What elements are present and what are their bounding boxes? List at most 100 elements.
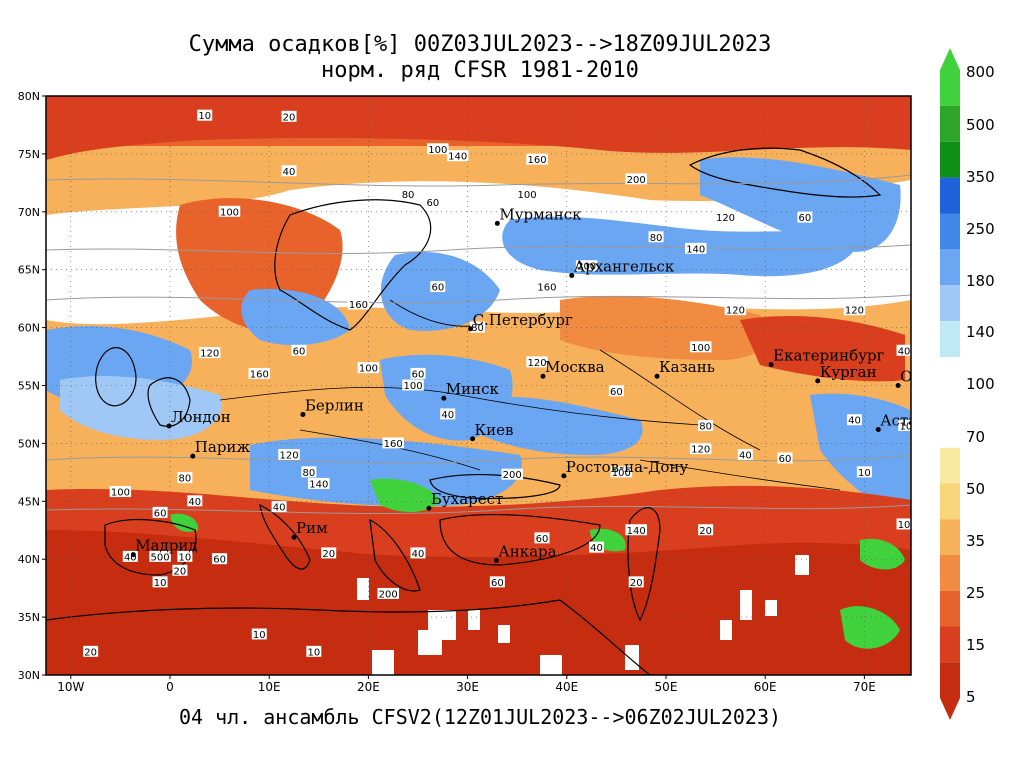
lon-tick-label: 20E <box>357 680 380 694</box>
contour-label: 140 <box>309 479 328 490</box>
contour-label-bg <box>996 310 1011 321</box>
contour-label-bg <box>382 437 404 449</box>
lon-tick-label: 10W <box>57 680 84 694</box>
lat-tick-label: 80N <box>18 90 40 103</box>
lat-tick-label: 30N <box>18 669 40 682</box>
contour-label-bg <box>973 617 995 628</box>
contour-label-bg <box>218 205 241 217</box>
lat-tick-label: 50N <box>18 437 40 450</box>
contour-label: 80 <box>997 312 1010 323</box>
colorbar: 800 500 350 250 180 140 100 70 50 35 25 15 5 <box>940 48 995 720</box>
contour-label: 80 <box>179 474 192 485</box>
colorbar-swatch <box>940 70 960 106</box>
contour-label: 40 <box>898 346 911 357</box>
contour-label-bg <box>684 242 707 254</box>
lon-tick-label: 70E <box>853 680 876 694</box>
colorbar-label: 5 <box>966 688 976 706</box>
contour-label-bg <box>589 541 605 553</box>
contour-label-bg <box>534 532 550 544</box>
contour-label: 80 <box>927 335 940 346</box>
colorbar-top-arrow <box>940 48 960 70</box>
contour-label: 40 <box>124 552 137 563</box>
contour-label: 60 <box>412 369 425 380</box>
contour-label-bg <box>251 628 267 640</box>
city-label: Астана <box>880 412 936 430</box>
contour-label: 20 <box>174 566 187 577</box>
contour-label: 200 <box>503 470 522 481</box>
colorbar-label: 25 <box>966 584 985 602</box>
map-title: Сумма осадков[%] 00Z03JUL2023-->18Z09JUL… <box>188 32 772 57</box>
colorbar-swatch <box>940 285 960 322</box>
longitude-labels: 10W 0 10E 20E 30E 40E 50E 60E 70E <box>57 675 876 694</box>
contour-label: 200 <box>577 262 596 273</box>
contour-label: 500 <box>151 552 170 563</box>
contour-label-bg <box>698 524 714 536</box>
contour-label: 100 <box>428 145 447 156</box>
contour-label-bg <box>896 518 911 530</box>
contour-label: 120 <box>845 306 864 317</box>
contour-label: 80 <box>699 422 712 433</box>
contour-label: 140 <box>686 244 705 255</box>
contour-label-bg <box>427 143 449 155</box>
map-subtitle: норм. ряд CFSR 1981-2010 <box>321 58 639 83</box>
contour-label: 160 <box>527 155 546 166</box>
city-dot <box>468 326 474 332</box>
lat-tick-label: 70N <box>18 206 40 219</box>
colorbar-swatch <box>940 412 960 448</box>
contour-label: 60 <box>536 534 549 545</box>
contour-label-bg <box>321 547 337 559</box>
colorbar-swatch <box>940 249 960 286</box>
city-label: Москва <box>545 358 605 376</box>
contour-label-bg <box>187 495 203 507</box>
contour-label-bg <box>898 420 911 432</box>
city-dot <box>569 272 575 278</box>
contour-label-bg <box>177 472 193 484</box>
contour-label-bg <box>197 109 213 121</box>
contour-label-bg <box>628 576 644 588</box>
city-label: Омск <box>900 368 942 386</box>
contour-label-bg <box>470 321 486 333</box>
contour-label: 100 <box>899 422 918 433</box>
contour-label: 100 <box>612 468 631 479</box>
colorbar-label: 500 <box>966 116 995 134</box>
colorbar-label: 35 <box>966 532 985 550</box>
contour-labels: 2010100140160402001008060100120608014016… <box>83 109 1015 658</box>
contour-label: 40 <box>441 410 454 421</box>
colorbar-swatch <box>940 626 960 663</box>
contour-label-bg <box>177 550 193 562</box>
contour-label-bg <box>625 173 647 185</box>
contour-label: 40 <box>273 503 286 514</box>
contour-label: 60 <box>491 578 504 589</box>
contour-label-bg <box>698 420 714 432</box>
city-dot <box>540 373 546 379</box>
contour-label: 60 <box>154 508 167 519</box>
contour-label: 100 <box>403 381 422 392</box>
contour-label-bg <box>536 281 558 293</box>
city-label: Минск <box>446 380 500 398</box>
contour-label-bg <box>737 448 753 460</box>
graticule <box>46 96 911 675</box>
contour-label: 120 <box>691 445 710 456</box>
contour-label: 80 <box>471 323 484 334</box>
contour-label: 80 <box>402 190 415 201</box>
colorbar-swatch <box>940 447 960 484</box>
contour-label: 60 <box>779 454 792 465</box>
city-dot <box>875 427 881 433</box>
contour-label: 20 <box>84 647 97 658</box>
contour-label-bg <box>278 448 300 460</box>
precipitation-field: 2010100140160402001008060100120608014016… <box>46 96 1015 675</box>
contour-label: 120 <box>527 358 546 369</box>
city-label: Казань <box>659 358 715 376</box>
lat-tick-label: 55N <box>18 380 40 393</box>
contour-label: 100 <box>359 364 378 375</box>
city-label: С.Петербург <box>473 311 573 329</box>
city-label: Ростов-на-Дону <box>566 458 689 476</box>
city-label: Мадрид <box>135 537 197 555</box>
contour-label: 200 <box>379 589 398 600</box>
contour-label-bg <box>993 605 1015 616</box>
contour-label-bg <box>575 260 598 272</box>
contour-label-bg <box>996 524 1011 535</box>
contour-label: 40 <box>412 549 425 560</box>
contour-label-bg <box>357 362 380 374</box>
contour-label: 100 <box>220 207 239 218</box>
